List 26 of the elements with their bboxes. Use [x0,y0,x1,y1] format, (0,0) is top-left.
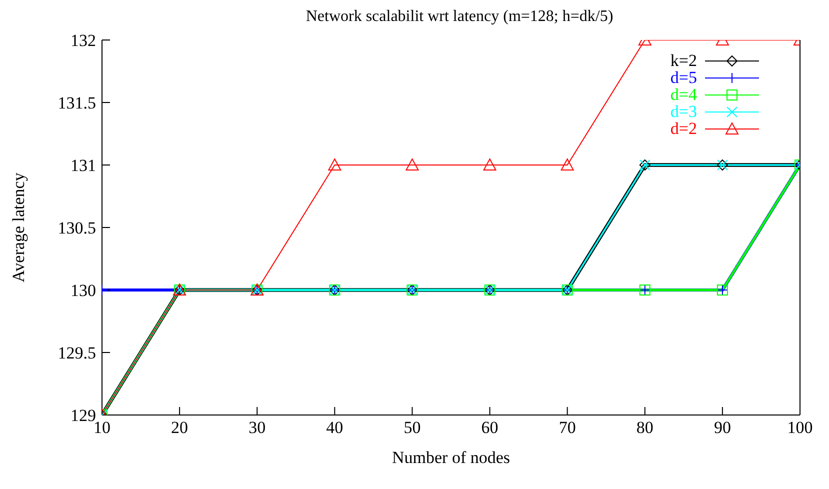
x-tick-label: 70 [558,418,576,438]
y-tick-label: 129.5 [58,344,96,363]
line-series [102,40,800,415]
chart-title: Network scalabilit wrt latency (m=128; h=dk/5) [304,8,614,26]
x-axis-title: Number of nodes [392,448,510,467]
legend-label: d=2 [670,119,697,138]
x-tick-label: 50 [404,418,421,438]
y-axis-title: Average latency [9,172,28,282]
x-tick-label: 10 [94,418,110,438]
x-tick-label: 90 [714,418,731,438]
x-tick-label: 20 [171,418,188,438]
x-tick-label: 40 [326,418,344,438]
y-tick-label: 132 [70,31,96,50]
legend-label: k=2 [670,51,697,70]
y-tick-label: 131.5 [58,94,96,113]
x-tick-label: 80 [636,418,654,438]
x-tick-label: 30 [248,418,266,438]
legend-label: d=5 [670,68,697,87]
y-tick-label: 129 [70,406,96,426]
legend-label: d=3 [670,102,697,121]
y-tick-label: 131 [70,156,96,176]
x-tick-label: 100 [787,418,813,438]
x-tick-label: 60 [481,418,498,438]
y-tick-label: 130.5 [58,218,96,238]
legend-label: d=4 [670,85,697,104]
y-tick-label: 130 [70,281,96,300]
